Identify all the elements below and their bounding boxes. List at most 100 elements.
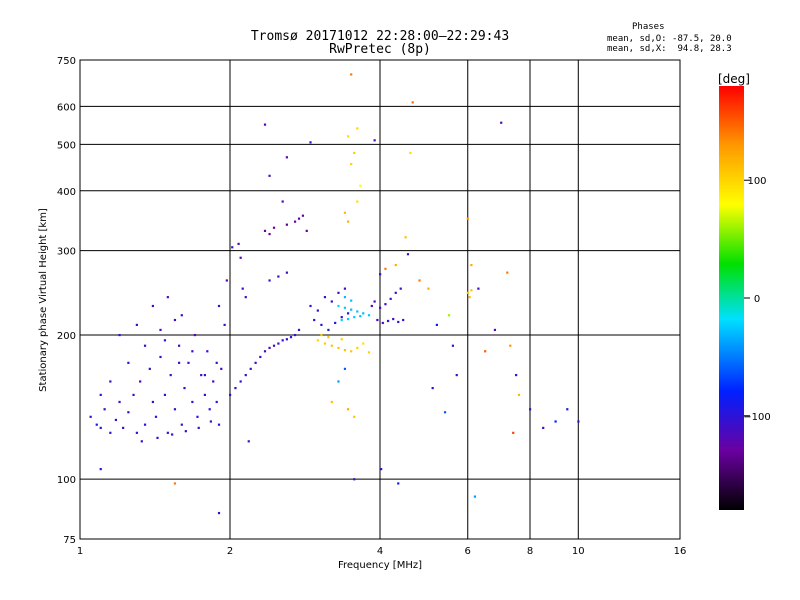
data-point: [289, 336, 293, 339]
data-point: [394, 263, 397, 267]
data-point: [249, 367, 252, 370]
data-point: [554, 420, 557, 423]
data-point: [109, 431, 112, 434]
data-point: [263, 123, 267, 126]
data-point: [220, 367, 223, 370]
data-point: [297, 328, 301, 332]
data-point: [99, 426, 102, 430]
data-point: [384, 267, 387, 270]
data-point: [197, 426, 200, 430]
x-tick-label: 8: [527, 546, 533, 557]
y-tick-label: 75: [63, 535, 76, 546]
data-point: [399, 287, 402, 290]
data-point: [200, 373, 203, 377]
data-point: [206, 350, 209, 353]
data-point: [184, 430, 187, 433]
data-point: [313, 318, 316, 322]
y-tick-label: 750: [57, 56, 76, 67]
data-point: [350, 73, 353, 76]
data-point: [327, 336, 330, 339]
data-point: [323, 296, 327, 299]
data-point: [159, 328, 162, 332]
data-point: [386, 319, 390, 323]
data-point: [330, 300, 333, 303]
data-point: [163, 393, 167, 397]
x-tick-label: 2: [227, 546, 233, 557]
data-point: [217, 423, 221, 426]
data-point: [406, 253, 410, 256]
data-point: [394, 291, 397, 294]
data-point: [127, 411, 130, 414]
data-point: [173, 482, 177, 485]
data-point: [285, 156, 288, 159]
data-point: [316, 309, 319, 312]
y-tick-label: 400: [57, 187, 76, 198]
data-point: [356, 127, 359, 130]
y-tick-label: 300: [57, 247, 76, 258]
data-point: [208, 408, 211, 411]
data-point: [343, 211, 347, 214]
data-point: [171, 433, 174, 436]
data-point: [212, 380, 215, 383]
phase-colorbar: [deg] 100 0 −100: [718, 72, 771, 510]
x-tick-label: 6: [465, 546, 471, 557]
data-point: [346, 220, 350, 223]
data-point: [577, 420, 580, 423]
data-point: [509, 344, 512, 347]
data-point: [151, 400, 155, 404]
data-point: [196, 415, 199, 418]
y-tick-label: 500: [57, 140, 76, 151]
x-axis-ticks: 1 2 4 6 8 10 16: [77, 546, 687, 557]
data-point: [231, 246, 234, 249]
data-point: [135, 431, 138, 434]
x-tick-label: 4: [377, 546, 383, 557]
phases-x-stats: mean, sd,X: 94.8, 28.3: [607, 44, 732, 54]
data-point: [373, 300, 376, 303]
data-point: [259, 355, 262, 359]
data-point: [191, 400, 194, 404]
data-point: [316, 339, 319, 342]
data-point: [173, 408, 177, 411]
data-point: [418, 279, 421, 282]
data-point: [484, 350, 487, 353]
plot-frame: [79, 59, 681, 540]
data-point: [187, 361, 190, 364]
data-point: [473, 495, 477, 498]
x-tick-label: 16: [674, 546, 687, 557]
data-point: [234, 386, 237, 390]
data-point: [268, 346, 271, 350]
data-point: [356, 310, 359, 313]
data-point: [409, 151, 412, 155]
data-point: [362, 312, 365, 315]
data-point: [343, 367, 347, 370]
data-point: [127, 361, 130, 364]
data-point: [343, 349, 347, 352]
grid-lines: [80, 60, 680, 539]
data-point: [268, 279, 271, 282]
data-point: [340, 318, 343, 322]
data-point: [281, 200, 284, 203]
data-point: [225, 279, 228, 282]
data-point: [353, 151, 356, 155]
data-point: [239, 380, 242, 383]
data-point: [359, 184, 362, 187]
data-point: [343, 287, 347, 290]
data-point: [217, 511, 221, 515]
data-point: [166, 296, 169, 299]
data-point: [493, 328, 497, 332]
data-point: [272, 344, 276, 347]
x-axis-label: Frequency [MHz]: [338, 560, 422, 571]
data-point: [285, 271, 288, 274]
data-point: [320, 323, 323, 327]
data-point: [359, 315, 362, 318]
data-point: [277, 342, 280, 345]
data-point: [340, 338, 343, 341]
phases-o-stats: mean, sd,O: -87.5, 20.0: [607, 34, 732, 44]
data-point: [209, 420, 212, 423]
data-point: [517, 393, 521, 397]
y-tick-label: 200: [57, 331, 76, 342]
colorbar-tick-label: −100: [743, 412, 770, 423]
data-point: [247, 440, 250, 443]
data-point: [402, 318, 405, 322]
data-point: [191, 350, 194, 353]
